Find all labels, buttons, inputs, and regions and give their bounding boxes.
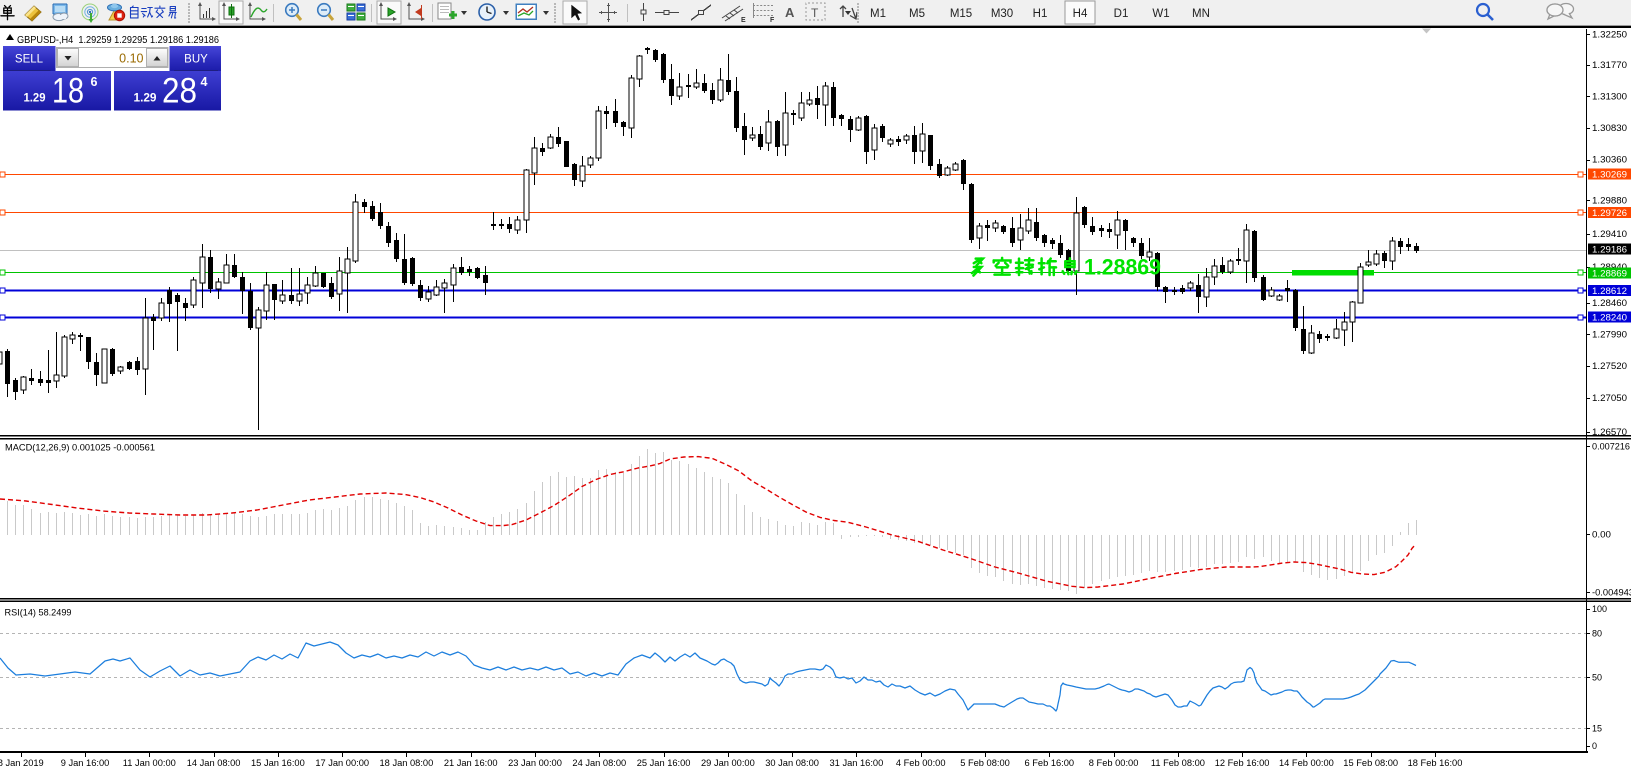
svg-text:MACD(12,26,9) 0.001025 -0.0005: MACD(12,26,9) 0.001025 -0.000561 — [5, 443, 155, 453]
svg-text:14 Jan 08:00: 14 Jan 08:00 — [187, 758, 241, 768]
svg-text:4 Feb 00:00: 4 Feb 00:00 — [896, 758, 946, 768]
svg-text:W1: W1 — [1152, 8, 1169, 20]
svg-text:1.29186: 1.29186 — [1592, 245, 1627, 255]
svg-text:1.29410: 1.29410 — [1592, 229, 1627, 239]
svg-text:1.28612: 1.28612 — [1592, 286, 1627, 296]
svg-text:M5: M5 — [909, 8, 925, 20]
svg-text:1.31300: 1.31300 — [1592, 92, 1627, 102]
svg-text:-0.004943: -0.004943 — [1592, 588, 1631, 598]
svg-text:18 Jan 08:00: 18 Jan 08:00 — [380, 758, 434, 768]
svg-text:11 Feb 08:00: 11 Feb 08:00 — [1151, 758, 1205, 768]
svg-text:15 Feb 08:00: 15 Feb 08:00 — [1343, 758, 1398, 768]
svg-text:1.28869: 1.28869 — [1084, 255, 1161, 280]
svg-text:BUY: BUY — [184, 54, 208, 66]
svg-text:MN: MN — [1192, 8, 1210, 20]
svg-text:GBPUSD-,H4 1.29259 1.29295 1.: GBPUSD-,H4 1.29259 1.29295 1.29186 1.291… — [17, 34, 219, 46]
svg-text:1.31770: 1.31770 — [1592, 60, 1627, 70]
svg-text:RSI(14) 58.2499: RSI(14) 58.2499 — [5, 608, 72, 618]
svg-text:1.29880: 1.29880 — [1592, 196, 1627, 206]
svg-text:9 Jan 16:00: 9 Jan 16:00 — [61, 758, 110, 768]
svg-text:17 Jan 00:00: 17 Jan 00:00 — [315, 758, 369, 768]
svg-text:1.28240: 1.28240 — [1592, 313, 1627, 323]
svg-text:1.27990: 1.27990 — [1592, 330, 1627, 340]
svg-text:30 Jan 08:00: 30 Jan 08:00 — [765, 758, 819, 768]
svg-text:18: 18 — [52, 72, 84, 111]
svg-text:0.00: 0.00 — [1592, 530, 1611, 540]
svg-text:4: 4 — [201, 75, 208, 89]
svg-text:1.30830: 1.30830 — [1592, 123, 1627, 133]
svg-text:8 Feb 00:00: 8 Feb 00:00 — [1089, 758, 1139, 768]
svg-text:21 Jan 16:00: 21 Jan 16:00 — [444, 758, 498, 768]
svg-text:15 Jan 16:00: 15 Jan 16:00 — [251, 758, 305, 768]
svg-text:23 Jan 00:00: 23 Jan 00:00 — [508, 758, 562, 768]
svg-text:18 Feb 16:00: 18 Feb 16:00 — [1408, 758, 1463, 768]
svg-text:M1: M1 — [870, 8, 886, 20]
svg-text:80: 80 — [1592, 629, 1602, 639]
svg-text:6 Feb 16:00: 6 Feb 16:00 — [1024, 758, 1074, 768]
svg-text:5 Feb 08:00: 5 Feb 08:00 — [960, 758, 1010, 768]
svg-text:50: 50 — [1592, 673, 1602, 683]
svg-text:11 Jan 00:00: 11 Jan 00:00 — [123, 758, 176, 768]
svg-text:1.27520: 1.27520 — [1592, 361, 1627, 371]
svg-text:1.29726: 1.29726 — [1592, 208, 1627, 218]
svg-text:14 Feb 00:00: 14 Feb 00:00 — [1279, 758, 1334, 768]
svg-text:D1: D1 — [1114, 8, 1129, 20]
svg-text:SELL: SELL — [15, 54, 44, 66]
svg-text:0.10: 0.10 — [119, 52, 143, 66]
svg-text:6: 6 — [91, 75, 98, 89]
svg-text:M15: M15 — [950, 8, 972, 20]
svg-text:M30: M30 — [991, 8, 1013, 20]
svg-text:1.28940: 1.28940 — [1592, 262, 1627, 272]
svg-text:25 Jan 16:00: 25 Jan 16:00 — [637, 758, 691, 768]
svg-text:8 Jan 2019: 8 Jan 2019 — [0, 758, 44, 768]
svg-text:A: A — [785, 5, 795, 20]
svg-text:1.30269: 1.30269 — [1592, 170, 1627, 180]
svg-text:H1: H1 — [1033, 8, 1048, 20]
svg-text:1.27050: 1.27050 — [1592, 393, 1627, 403]
svg-text:0: 0 — [1592, 741, 1597, 751]
svg-text:1.28460: 1.28460 — [1592, 298, 1627, 308]
svg-text:0.007216: 0.007216 — [1592, 442, 1630, 452]
svg-text:F: F — [770, 17, 775, 24]
svg-text:1.29: 1.29 — [134, 92, 157, 104]
svg-text:28: 28 — [162, 72, 197, 111]
svg-text:H4: H4 — [1073, 8, 1088, 20]
svg-text:E: E — [741, 17, 746, 24]
svg-text:31 Jan 16:00: 31 Jan 16:00 — [830, 758, 884, 768]
svg-text:1.30360: 1.30360 — [1592, 155, 1627, 165]
svg-text:100: 100 — [1592, 604, 1607, 614]
svg-text:1.29: 1.29 — [24, 92, 46, 104]
svg-text:15: 15 — [1592, 724, 1602, 734]
svg-text:1.28869: 1.28869 — [1592, 269, 1627, 279]
svg-text:12 Feb 16:00: 12 Feb 16:00 — [1215, 758, 1270, 768]
svg-text:24 Jan 08:00: 24 Jan 08:00 — [572, 758, 626, 768]
svg-text:T: T — [811, 6, 819, 20]
svg-text:29 Jan 00:00: 29 Jan 00:00 — [701, 758, 755, 768]
svg-text:1.26570: 1.26570 — [1592, 427, 1627, 437]
svg-text:1.32250: 1.32250 — [1592, 30, 1627, 40]
